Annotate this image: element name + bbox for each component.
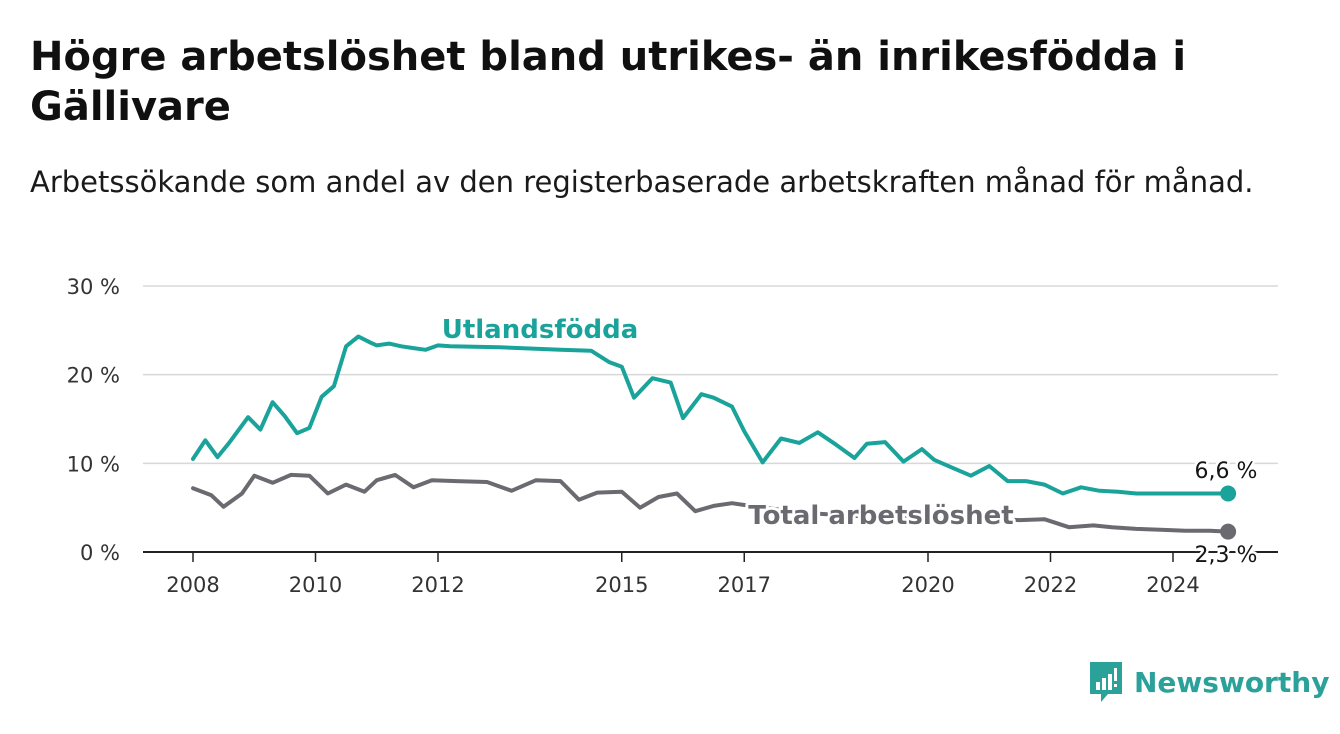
x-tick-label: 2024 [1146, 573, 1199, 597]
series-end-dot-1 [1220, 485, 1237, 502]
chart-subtitle: Arbetssökande som andel av den registerb… [30, 165, 1254, 199]
newsworthy-logo-icon [1090, 662, 1122, 702]
x-tick-label: 2008 [166, 573, 219, 597]
series-line-1 [191, 334, 1231, 496]
series-end-dot-2 [1220, 523, 1237, 540]
x-tick-label: 2010 [289, 573, 342, 597]
brand-name: Newsworthy [1134, 665, 1330, 699]
series-end-label-2: 2,3 % [1195, 543, 1258, 568]
x-tick-label: 2015 [595, 573, 648, 597]
series-label-2: Total arbetslöshet [748, 501, 1013, 531]
series-end-label-1: 6,6 % [1195, 459, 1258, 484]
series-label-1: Utlandsfödda [442, 315, 639, 345]
series-line-2 [191, 472, 1231, 534]
chart-title: Högre arbetslöshet bland utrikes- än inr… [30, 34, 1187, 130]
brand-logo: Newsworthy [1088, 660, 1329, 704]
x-tick-label: 2012 [411, 573, 464, 597]
y-tick-label: 20 % [67, 364, 120, 388]
x-tick-label: 2017 [718, 573, 771, 597]
y-tick-label: 10 % [67, 452, 120, 476]
x-tick-label: 2020 [901, 573, 954, 597]
y-tick-label: 0 % [80, 541, 120, 565]
x-tick-label: 2022 [1024, 573, 1077, 597]
y-tick-label: 30 % [67, 275, 120, 299]
